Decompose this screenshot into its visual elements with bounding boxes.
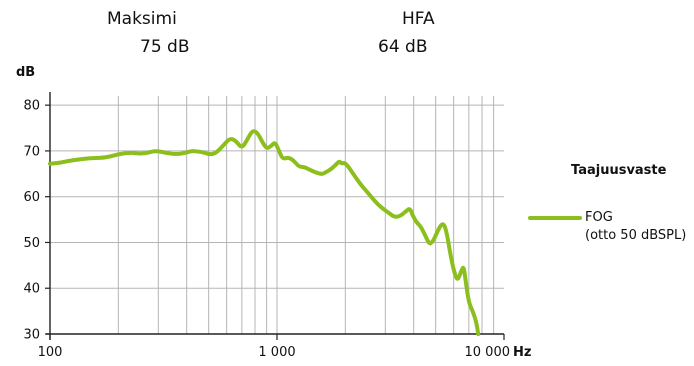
series-line-fog — [48, 129, 481, 336]
chart-series — [48, 129, 481, 336]
maksimi-value: 75 dB — [140, 37, 190, 57]
legend-series-detail: (otto 50 dBSPL) — [585, 228, 687, 243]
hfa-label: HFA — [402, 9, 435, 29]
y-tick-label: 60 — [23, 190, 40, 205]
hfa-value: 64 dB — [378, 37, 428, 57]
chart-axes — [45, 92, 505, 340]
x-tick-label: 100 — [38, 345, 63, 360]
maksimi-label: Maksimi — [107, 9, 177, 29]
y-tick-label: 80 — [23, 99, 40, 114]
y-axis-unit: dB — [16, 65, 35, 80]
chart-tick-labels: 30 40 50 60 70 80 100 1 000 10 000 dB Hz — [16, 65, 531, 360]
y-tick-label: 40 — [23, 282, 40, 297]
y-tick-label: 50 — [23, 236, 40, 251]
legend-title: Taajuusvaste — [571, 163, 667, 178]
y-tick-label: 70 — [23, 144, 40, 159]
x-tick-label: 1 000 — [258, 345, 295, 360]
chart-grid — [50, 96, 504, 335]
x-axis-unit: Hz — [513, 345, 531, 360]
legend-series-name: FOG — [585, 210, 613, 225]
y-tick-label: 30 — [23, 328, 40, 343]
x-tick-label: 10 000 — [465, 345, 511, 360]
